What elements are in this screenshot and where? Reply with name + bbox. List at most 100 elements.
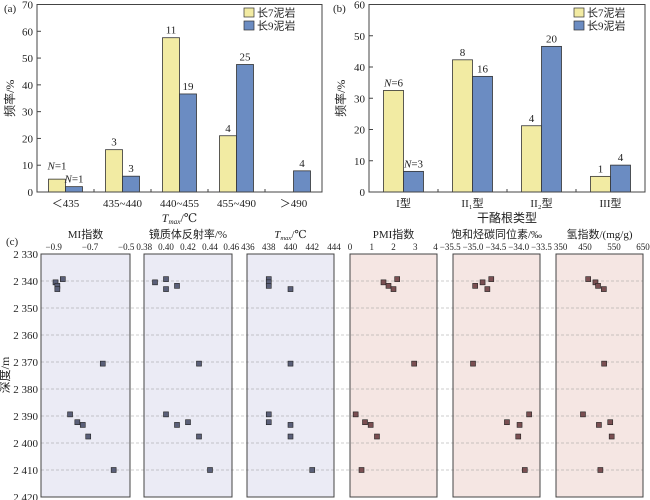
x-tick-label: 450	[578, 242, 592, 252]
data-label: 3	[128, 163, 134, 175]
data-label: 8	[460, 47, 466, 59]
x-tick-label: 440~455	[160, 198, 199, 210]
track-6: 氢指数/(mg/g)350 450 550 650	[554, 227, 650, 498]
y-tick-label: 10	[354, 156, 366, 168]
data-point	[521, 467, 528, 473]
data-point	[163, 411, 169, 418]
y-axis-label: 深度/m	[0, 356, 12, 393]
data-label: 19	[183, 81, 195, 93]
bar	[293, 170, 311, 193]
data-point	[601, 360, 607, 367]
data-point	[595, 283, 601, 289]
depth-tick-label: 2 410	[13, 465, 38, 477]
y-tick-label: 50	[354, 31, 366, 43]
x-tick-label: ＞490	[280, 198, 308, 210]
x-tick-label: 0.46	[223, 242, 239, 252]
y-axis-label: 频率/%	[2, 80, 17, 117]
track-frame	[143, 253, 233, 498]
track-title: MI指数	[68, 227, 103, 241]
legend-swatch	[243, 7, 255, 18]
data-point	[374, 433, 380, 440]
plot-frame	[368, 4, 646, 193]
data-label: 25	[240, 52, 252, 64]
track-frame	[349, 253, 438, 498]
data-point	[597, 467, 604, 473]
x-axis-label: Tmax/℃	[162, 211, 197, 226]
data-point	[265, 419, 272, 426]
data-label: 4	[529, 113, 535, 125]
x-tick-label: 0.44	[202, 242, 218, 252]
x-tick-label: −0.5	[118, 242, 135, 252]
track-title: 镜质体反射率/%	[149, 227, 227, 241]
data-label: 16	[477, 63, 489, 75]
x-tick-label: −33.5	[531, 242, 552, 252]
data-point	[515, 433, 522, 440]
data-point	[488, 276, 495, 282]
panel-label: (b)	[333, 3, 346, 15]
bar	[122, 175, 140, 193]
data-point	[601, 286, 607, 292]
data-point	[367, 422, 374, 428]
depth-tick-label: 2 400	[13, 438, 38, 450]
bar	[521, 125, 542, 193]
data-point	[99, 360, 106, 367]
bar	[590, 175, 611, 193]
bar-panel-b: (b) 0 10 20 30 40 50 60 I型 N=6 N=3 II₁型 8 16 II₂型 4 20 II…	[333, 0, 646, 225]
data-label: 20	[546, 33, 558, 45]
x-tick-label: 2	[391, 242, 396, 252]
data-point	[265, 283, 272, 289]
track-4: PMI指数 0 1 2 3 4	[348, 227, 438, 498]
x-tick-label: III型	[600, 196, 622, 210]
x-tick-label: 436	[241, 242, 255, 252]
data-label: 3	[111, 137, 117, 149]
data-point	[352, 411, 359, 418]
legend-label: 长7泥岩	[587, 6, 626, 20]
track-background	[350, 254, 437, 497]
bar	[403, 170, 424, 193]
y-axis-label: 频率/%	[333, 80, 348, 117]
data-label: 1	[598, 163, 604, 175]
bar	[162, 37, 180, 193]
track-background	[556, 254, 643, 497]
data-point	[67, 411, 73, 418]
data-point	[174, 422, 180, 428]
data-label: N=3	[403, 158, 424, 170]
track-background	[41, 254, 130, 497]
depth-tick-label: 2 390	[13, 411, 38, 423]
data-point	[504, 419, 510, 426]
panel-label: (c)	[6, 236, 19, 248]
x-tick-label: −34.0	[508, 242, 529, 252]
legend-swatch	[573, 7, 585, 18]
y-tick-label: 60	[354, 0, 366, 12]
x-tick-label: 0.38	[136, 242, 152, 252]
data-point	[390, 286, 397, 292]
track-title: PMI指数	[373, 227, 415, 241]
data-point	[196, 433, 202, 440]
track-frame	[246, 253, 335, 498]
data-point	[54, 286, 61, 292]
depth-tick-label: 2 330	[13, 249, 38, 261]
data-point	[484, 286, 491, 292]
x-tick-label: ＜435	[52, 198, 80, 210]
data-point	[380, 279, 387, 286]
x-tick-label: 455~490	[217, 198, 256, 210]
data-point	[385, 283, 392, 289]
x-tick-label: 4	[433, 242, 438, 252]
data-point	[608, 433, 615, 440]
data-point	[411, 360, 417, 367]
data-point	[479, 279, 486, 286]
bar	[383, 90, 404, 193]
y-tick-label: 10	[22, 160, 34, 172]
y-tick-label: 20	[22, 133, 34, 145]
data-label: 4	[618, 152, 624, 164]
x-tick-label: 1	[370, 242, 375, 252]
x-tick-label: −35.0	[463, 242, 484, 252]
x-tick-label: 442	[306, 242, 320, 252]
track-frame	[555, 253, 644, 498]
data-point	[196, 360, 202, 367]
track-title: Tmax/℃	[274, 229, 307, 242]
x-axis-label: 干酪根类型	[477, 210, 537, 225]
track-1: MI指数 −0.9 −0.7 −0.5	[40, 227, 135, 498]
legend-swatch	[573, 20, 585, 31]
data-point	[152, 279, 158, 286]
